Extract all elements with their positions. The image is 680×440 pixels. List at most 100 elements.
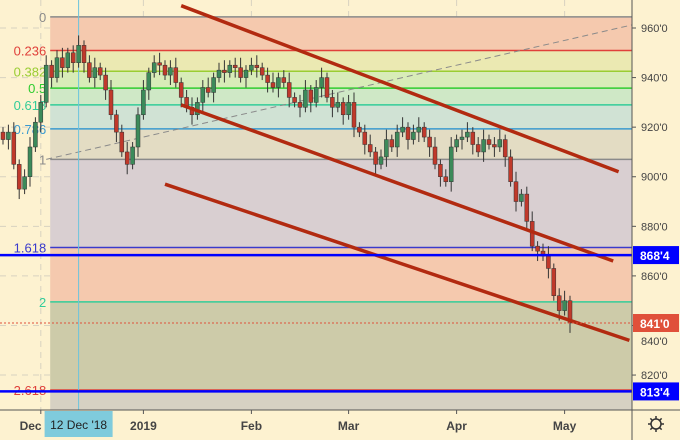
candle-body — [373, 151, 378, 165]
trend-line[interactable] — [164, 182, 630, 343]
candle-body — [141, 89, 146, 116]
candle-body — [411, 131, 416, 140]
time-tick-label: May — [553, 419, 577, 433]
candle-body — [211, 77, 216, 93]
candle-body — [389, 139, 395, 148]
candle-body — [6, 131, 11, 140]
candle-body — [81, 45, 87, 63]
candle-body — [114, 114, 119, 133]
candle-body — [367, 144, 373, 153]
time-tick-label: Feb — [241, 419, 262, 433]
fib-zone — [50, 390, 632, 410]
candle-body — [508, 156, 513, 182]
candle-body — [486, 139, 492, 145]
candle-body — [108, 89, 114, 116]
candle-body — [421, 126, 427, 138]
settings-gear-tooth — [659, 427, 663, 431]
candle-body — [459, 136, 465, 140]
horizontal-line-price-badge — [633, 246, 679, 265]
last-price-badge-label: 841'0 — [640, 317, 670, 331]
trend-line[interactable] — [180, 103, 614, 263]
candle-body — [227, 64, 233, 73]
price-tick-label: 880'0 — [641, 221, 668, 233]
fib-level-label: 0.5 — [28, 81, 46, 96]
candle-body — [92, 67, 98, 78]
candle-body — [254, 64, 260, 68]
price-tick-label: 840'0 — [641, 336, 668, 348]
candle-body — [173, 67, 179, 83]
candle-body — [33, 121, 38, 148]
crosshair-date-label: 12 Dec '18 — [50, 418, 107, 432]
candle-body — [443, 176, 449, 182]
candle-body — [524, 193, 530, 222]
candle-body — [562, 300, 567, 311]
candle-body — [60, 57, 65, 68]
candle-body — [448, 146, 454, 182]
candle-body — [200, 87, 206, 103]
fib-level-label: 0.786 — [14, 122, 47, 137]
price-tick-label: 900'0 — [641, 172, 668, 184]
candle-body — [556, 295, 562, 311]
time-tick-label: 2019 — [130, 419, 157, 433]
candle-body — [535, 245, 540, 252]
candle-body — [103, 74, 108, 91]
time-tick-label: Apr — [446, 419, 467, 433]
candle-body — [281, 77, 287, 83]
candle-body — [11, 131, 17, 165]
candle-body — [492, 144, 497, 148]
candle-body — [0, 131, 6, 140]
candle-body — [151, 62, 157, 73]
candle-body — [232, 64, 238, 68]
fib-zone — [50, 71, 632, 89]
candle-body — [340, 102, 346, 116]
guide-line — [46, 13, 679, 160]
candle-body — [308, 89, 314, 103]
candle-body — [502, 139, 508, 158]
price-axis[interactable] — [632, 0, 680, 440]
candle-body — [162, 64, 168, 76]
candle-body — [259, 67, 265, 76]
candle-body — [405, 126, 411, 140]
price-tick-label: 860'0 — [641, 271, 668, 283]
last-price-badge — [633, 314, 679, 333]
candle-body — [357, 126, 362, 133]
candle-body — [38, 102, 44, 123]
fib-zone — [50, 50, 632, 72]
candle-body — [470, 131, 476, 145]
candle-body — [346, 102, 351, 116]
candle-body — [270, 82, 276, 88]
horizontal-line-price-badge — [633, 382, 679, 401]
candle-body — [432, 146, 438, 165]
candle-body — [313, 87, 319, 103]
settings-gear-tooth — [649, 427, 653, 431]
fib-level-label: 1 — [39, 152, 46, 167]
time-tick-label: Mar — [338, 419, 360, 433]
candle-body — [351, 102, 357, 128]
candle-body — [178, 82, 184, 98]
candle-body — [16, 164, 22, 190]
price-tick-label: 820'0 — [641, 370, 668, 382]
candle-body — [513, 181, 519, 202]
settings-gear-tooth — [649, 417, 653, 421]
fib-level-label: 2 — [39, 295, 46, 310]
fib-zone — [50, 159, 632, 248]
candle-body — [205, 87, 211, 93]
candle-body — [119, 131, 125, 153]
candle-body — [27, 146, 33, 177]
fib-level-label: 0 — [39, 10, 46, 25]
horizontal-line-price-badge-label: 813'4 — [640, 385, 670, 399]
candle-body — [238, 67, 243, 78]
candle-body — [438, 164, 443, 177]
candle-body — [124, 151, 130, 165]
candle-body — [43, 64, 49, 103]
fib-level-label: 0.618 — [14, 98, 47, 113]
fib-zone — [50, 16, 632, 51]
candle-body — [400, 126, 405, 133]
trend-line[interactable] — [180, 4, 620, 174]
candle-body — [243, 69, 249, 78]
price-tick-label: 920'0 — [641, 122, 668, 134]
candle-body — [303, 89, 308, 108]
candle-body — [216, 69, 222, 78]
